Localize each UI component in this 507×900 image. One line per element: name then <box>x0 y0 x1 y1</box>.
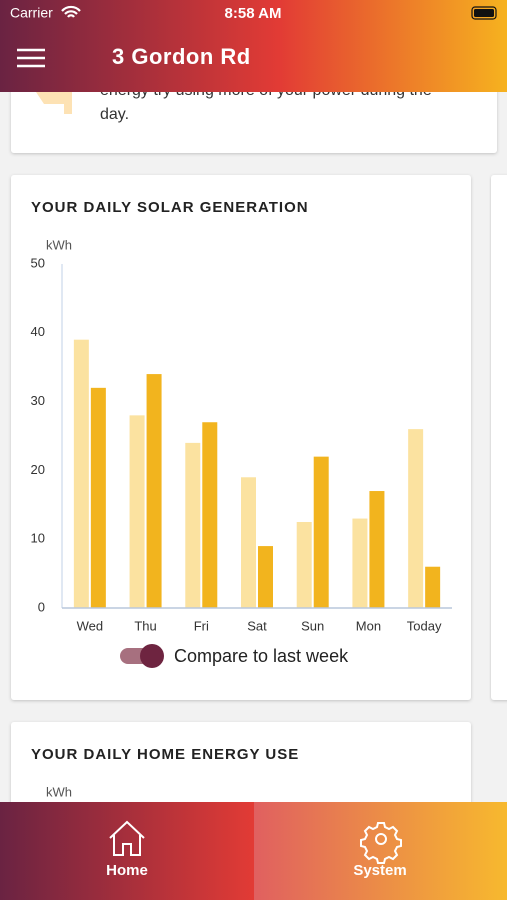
wifi-icon <box>61 5 81 18</box>
y-axis-label: kWh <box>46 784 72 799</box>
toggle-label: Compare to last week <box>174 646 349 666</box>
y-axis-label: kWh <box>46 237 72 252</box>
battery <box>471 6 497 20</box>
bar <box>352 518 368 608</box>
tab-label: System <box>353 862 406 879</box>
x-tick-label: Thu <box>134 618 156 633</box>
bar <box>296 522 312 608</box>
x-tick-label: Mon <box>356 618 381 633</box>
clock: 8:58 AM <box>225 5 282 22</box>
x-tick-label: Sat <box>247 618 267 633</box>
menu-button[interactable] <box>17 48 45 68</box>
gear-icon <box>360 822 402 864</box>
bar <box>258 546 273 608</box>
x-tick-label: Sun <box>301 618 324 633</box>
y-tick-label: 40 <box>31 324 45 339</box>
bar <box>73 339 89 608</box>
bar <box>241 477 256 608</box>
chart-title: YOUR DAILY SOLAR GENERATION <box>31 199 309 216</box>
header-title: 3 Gordon Rd <box>112 44 251 69</box>
y-tick-label: 20 <box>31 462 45 477</box>
header <box>0 0 507 92</box>
x-tick-label: Today <box>407 618 442 633</box>
plot: 0 10 20 30 40 50 Wed Thu Fri Sat Sun Mon Today <box>31 255 442 633</box>
bar <box>313 456 329 608</box>
carrier: Carrier <box>10 5 53 21</box>
system-tab[interactable] <box>254 802 507 900</box>
bar <box>369 491 385 608</box>
card-title: YOUR DAILY HOME ENERGY USE <box>31 746 299 763</box>
bar <box>146 374 162 608</box>
y-tick-label: 30 <box>31 393 45 408</box>
bar <box>202 422 218 608</box>
x-tick-label: Fri <box>194 618 209 633</box>
bar <box>185 442 201 608</box>
tip-text: day. <box>100 106 129 123</box>
bar <box>425 566 441 608</box>
bar <box>129 415 145 608</box>
toggle-knob[interactable] <box>140 644 164 668</box>
y-tick-label: 10 <box>31 531 45 546</box>
home-icon <box>109 820 145 856</box>
y-tick-label: 0 <box>38 599 45 614</box>
bar <box>408 429 424 608</box>
x-tick-label: Wed <box>77 618 104 633</box>
next-card-peek <box>491 175 507 700</box>
battery-level <box>474 9 494 17</box>
y-tick-label: 50 <box>31 255 45 270</box>
bar <box>90 387 106 608</box>
tab-label: Home <box>106 862 148 879</box>
home-tab[interactable] <box>0 802 254 900</box>
tip-icon <box>36 92 72 114</box>
